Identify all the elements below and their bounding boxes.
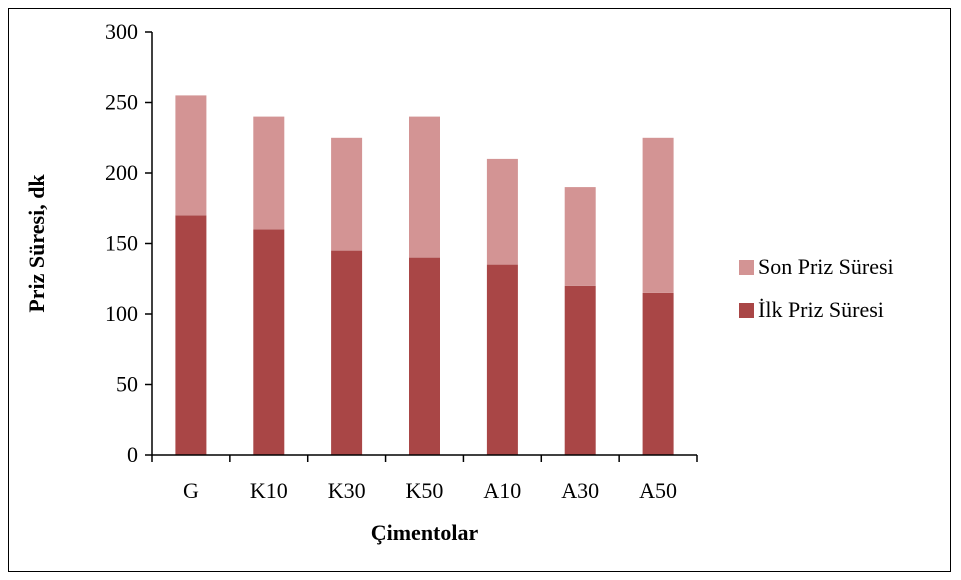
legend-label: İlk Priz Süresi xyxy=(758,297,884,322)
y-tick-label: 150 xyxy=(105,231,138,256)
x-tick-label: A30 xyxy=(561,478,599,503)
y-tick-label: 200 xyxy=(105,160,138,185)
x-tick-label: K30 xyxy=(328,478,366,503)
legend-swatch xyxy=(739,260,754,275)
bar-ilk-g xyxy=(175,215,207,455)
legend-swatch xyxy=(739,303,754,318)
x-tick-label: A50 xyxy=(639,478,677,503)
chart-frame xyxy=(8,8,951,572)
x-tick-label: K10 xyxy=(250,478,288,503)
y-tick-label: 0 xyxy=(127,442,138,467)
bar-son-a50 xyxy=(642,137,674,293)
bar-son-k10 xyxy=(253,116,285,230)
x-axis-title: Çimentolar xyxy=(371,520,479,545)
bar-ilk-k50 xyxy=(409,257,440,455)
y-tick-label: 300 xyxy=(105,19,138,44)
bar-ilk-a10 xyxy=(486,264,518,455)
bar-son-g xyxy=(175,95,207,216)
x-tick-label: G xyxy=(183,478,199,503)
y-tick-label: 100 xyxy=(105,301,138,326)
bar-ilk-k30 xyxy=(331,250,363,455)
bar-ilk-a50 xyxy=(642,292,674,455)
y-tick-label: 250 xyxy=(105,90,138,115)
bar-ilk-a30 xyxy=(564,285,596,455)
y-tick-label: 50 xyxy=(116,372,138,397)
x-tick-label: K50 xyxy=(406,478,444,503)
bar-son-k30 xyxy=(331,137,363,251)
bar-ilk-k10 xyxy=(253,229,285,455)
bar-son-a30 xyxy=(564,187,596,286)
y-axis-title: Priz Süresi, dk xyxy=(24,174,49,313)
legend-label: Son Priz Süresi xyxy=(758,254,894,279)
bars-layer xyxy=(175,95,674,455)
ticks-layer: 0 50 100 150 200 250 300 G K10 K30 K50 A10 A30 A50 xyxy=(105,19,698,503)
bar-son-k50 xyxy=(409,116,440,258)
bar-son-a10 xyxy=(486,158,518,265)
x-tick-label: A10 xyxy=(483,478,521,503)
legend: Son Priz Süresi İlk Priz Süresi xyxy=(739,254,894,322)
